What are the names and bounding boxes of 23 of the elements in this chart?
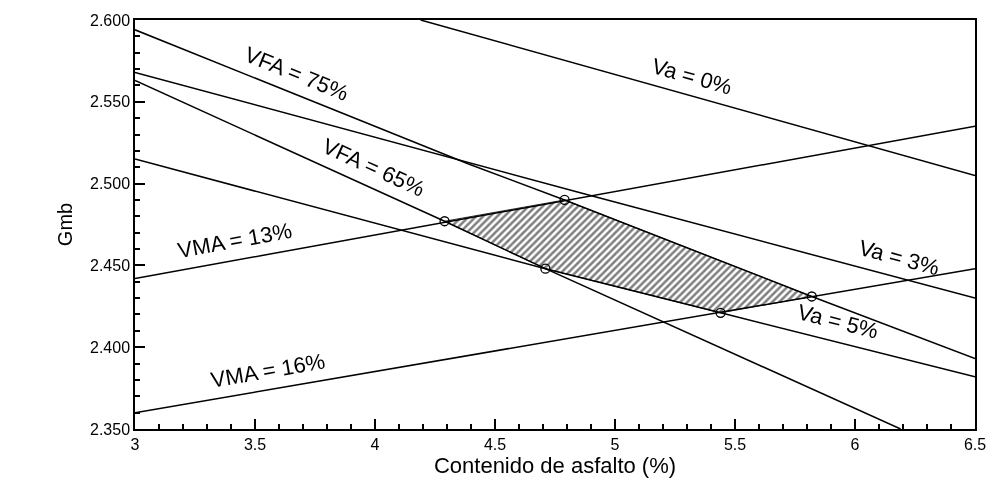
x-tick-label: 6.5 [963, 435, 987, 453]
x-tick-label: 3.5 [243, 435, 267, 453]
x-tick-label: 4.5 [483, 435, 507, 453]
x-tick-label: 3 [130, 435, 140, 453]
y-tick-label: 2.550 [90, 93, 131, 111]
y-tick-label: 2.600 [90, 11, 131, 29]
annotation: Va = 3% [856, 234, 942, 281]
y-tick-label: 2.400 [90, 338, 131, 356]
y-tick-label: 2.350 [90, 420, 131, 438]
x-tick-label: 6 [850, 435, 860, 453]
annotation: VFA = 75% [241, 41, 353, 106]
y-tick-label: 2.450 [90, 257, 131, 274]
y-tick-label: 2.500 [90, 175, 131, 193]
annotation: Va = 0% [649, 53, 735, 100]
x-tick-label: 5.5 [723, 435, 747, 453]
x-tick-label: 4 [370, 435, 380, 453]
annotation: VFA = 65% [318, 133, 429, 202]
annotation: VMA = 13% [175, 217, 294, 264]
y-axis-title: Gmb [54, 202, 76, 247]
annotation: VMA = 16% [208, 348, 327, 393]
annotation: Va = 5% [795, 299, 881, 344]
x-tick-label: 5 [610, 435, 620, 453]
x-axis-title: Contenido de asfalto (%) [433, 452, 677, 478]
